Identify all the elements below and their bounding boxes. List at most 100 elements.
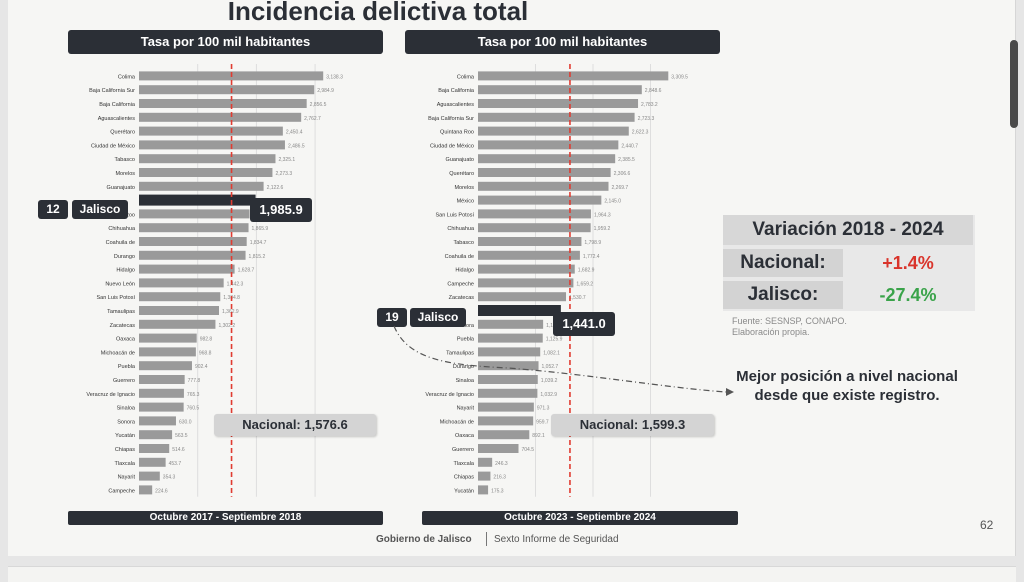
data-label: 1,302.2 — [218, 323, 235, 329]
callout-arrow — [393, 325, 734, 396]
category-label: Tabasco — [454, 240, 475, 246]
category-label: Colima — [118, 74, 136, 80]
next-slide-preview — [8, 566, 1016, 582]
bar — [139, 292, 221, 302]
data-label: 175.3 — [491, 488, 504, 494]
category-label: Nayarit — [118, 475, 136, 481]
category-label: Guerrero — [452, 447, 474, 453]
data-label: 1,442.3 — [227, 281, 244, 287]
chart2-footer: Octubre 2023 - Septiembre 2024 — [422, 511, 738, 525]
category-label: Tabasco — [115, 157, 136, 163]
bar — [478, 181, 609, 191]
data-label: 2,848.6 — [645, 88, 662, 94]
category-label: Querétaro — [449, 171, 474, 177]
chart2-national-box: Nacional: 1,599.3 — [551, 414, 714, 436]
bar — [139, 444, 170, 453]
category-label: Guanajuato — [446, 157, 474, 163]
bar — [478, 154, 616, 164]
category-label: Colima — [457, 74, 475, 80]
bar — [478, 209, 591, 219]
bar — [139, 181, 264, 191]
data-label: 2,486.5 — [288, 143, 305, 149]
category-label: Guanajuato — [107, 185, 135, 191]
bar — [478, 305, 561, 316]
bar — [139, 126, 283, 136]
bar — [139, 112, 302, 122]
data-label: 1,959.2 — [594, 226, 611, 232]
bar — [478, 195, 602, 205]
category-label: Baja California Sur — [89, 88, 135, 94]
data-label: 2,269.7 — [612, 185, 629, 191]
category-label: Ciudad de México — [91, 143, 135, 149]
data-label: 2,762.7 — [304, 116, 321, 122]
category-label: Baja California — [99, 102, 136, 108]
bar — [139, 168, 273, 177]
category-label: Nuevo León — [105, 281, 135, 287]
bar — [478, 375, 538, 384]
data-label: 2,984.9 — [317, 88, 334, 94]
chart1-rank-badge: 12 — [38, 200, 68, 219]
data-label: 224.6 — [155, 488, 168, 494]
chart1-svg: Colima 3,138.3 Baja California Sur 2,984.9 B… — [86, 64, 343, 497]
bar — [478, 361, 539, 371]
data-label: 971.3 — [537, 406, 550, 412]
bar — [478, 319, 544, 329]
source-line: Fuente: SESNSP, CONAPO. — [732, 316, 847, 326]
data-label: 765.3 — [187, 392, 200, 398]
bar — [478, 347, 541, 357]
category-label: Sinaloa — [117, 406, 136, 412]
data-label: 902.4 — [195, 364, 208, 370]
bar — [139, 430, 173, 440]
data-label: 1,052.7 — [542, 364, 559, 370]
footer-right: Sexto Informe de Seguridad — [494, 534, 619, 545]
data-label: 1,125.9 — [546, 337, 563, 343]
callout-text: Mejor posición a nivel nacional desde qu… — [736, 368, 958, 404]
bar — [478, 416, 534, 426]
variation-nacional-value: +1.4% — [882, 253, 934, 273]
category-label: Guerrero — [113, 378, 135, 384]
bar — [139, 99, 307, 108]
bar — [139, 140, 285, 150]
data-label: 2,783.2 — [641, 102, 658, 108]
bar — [478, 140, 619, 150]
category-label: Zacatecas — [110, 323, 136, 329]
bar — [478, 292, 567, 302]
category-label: Aguascalientes — [437, 102, 475, 108]
bar — [478, 264, 575, 274]
data-label: 892.1 — [532, 433, 545, 439]
bar — [478, 99, 639, 108]
bar — [139, 264, 235, 274]
bar — [139, 194, 256, 206]
data-label: 1,362.9 — [222, 309, 239, 315]
bar — [139, 333, 197, 343]
chart2-highlight-value: 1,441.0 — [553, 312, 615, 336]
footer-divider — [486, 532, 487, 546]
data-label: 1,682.9 — [578, 268, 595, 274]
bar — [478, 250, 580, 260]
data-label: 2,723.3 — [638, 116, 655, 122]
source-note: Fuente: SESNSP, CONAPO. Elaboración prop… — [732, 316, 847, 338]
category-label: Oaxaca — [116, 337, 136, 343]
bar — [139, 471, 160, 481]
bar — [139, 485, 153, 495]
category-label: Veracruz de Ignacio — [425, 392, 474, 398]
bar — [139, 250, 246, 260]
category-label: Hidalgo — [116, 268, 135, 274]
data-label: 704.5 — [522, 447, 535, 453]
bar — [139, 361, 192, 371]
page-title: Incidencia delictiva total — [227, 0, 529, 26]
data-label: 1,628.7 — [238, 268, 255, 274]
bar — [478, 457, 493, 467]
data-label: 514.6 — [172, 447, 185, 453]
category-label: Morelos — [454, 185, 474, 191]
bar — [478, 126, 629, 136]
category-label: Coahuila de — [106, 240, 135, 246]
scrollbar-thumb[interactable] — [1010, 40, 1018, 128]
data-label: 1,834.7 — [250, 240, 267, 246]
bar — [478, 485, 489, 495]
data-label: 1,082.1 — [543, 350, 560, 356]
data-label: 982.8 — [200, 337, 213, 343]
source-line: Elaboración propia. — [732, 327, 810, 337]
data-label: 1,798.9 — [584, 240, 601, 246]
data-label: 1,032.9 — [540, 392, 557, 398]
